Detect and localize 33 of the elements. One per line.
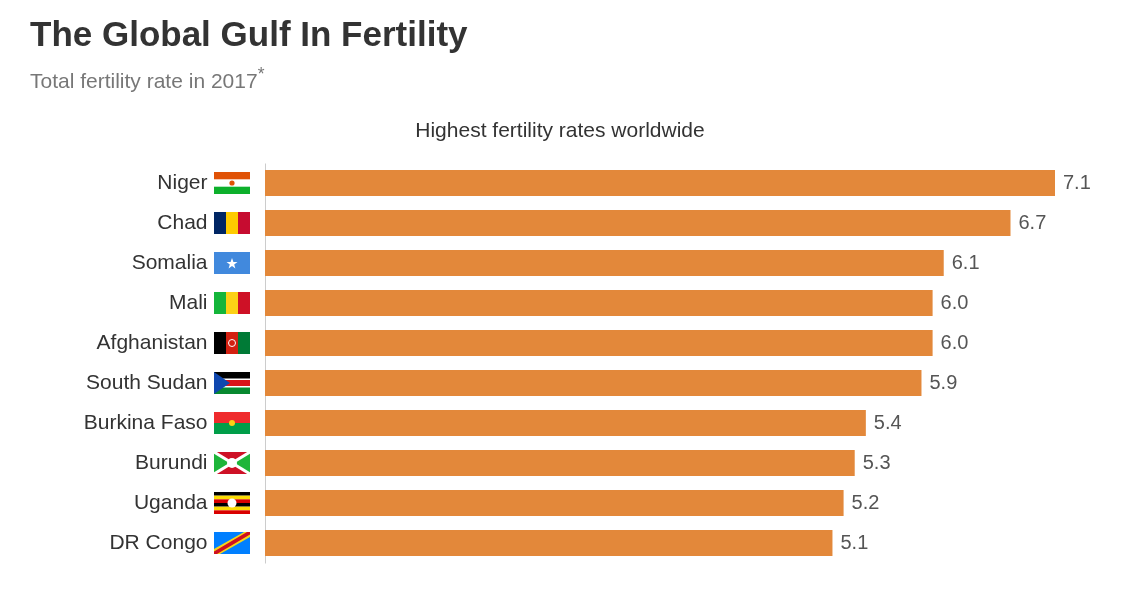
bar (265, 330, 933, 356)
chart-title: The Global Gulf In Fertility (30, 14, 468, 54)
y-tick-label: South Sudan (86, 370, 208, 393)
data-label: 7.1 (1063, 171, 1091, 193)
data-label: 6.0 (940, 331, 969, 353)
y-tick-label: Burundi (135, 450, 208, 473)
data-label: 5.1 (840, 531, 869, 553)
bar (265, 250, 944, 276)
y-tick-label: Afghanistan (96, 330, 208, 353)
data-label: 5.9 (929, 371, 958, 393)
y-tick-label: Mali (168, 290, 208, 313)
bar (265, 490, 844, 516)
data-label: 5.2 (851, 491, 880, 513)
data-label: 6.0 (940, 291, 969, 313)
chart-subtitle: Total fertility rate in 2017$^{*}$ (30, 64, 265, 93)
data-label: 6.7 (1018, 211, 1047, 233)
data-label: 5.4 (873, 411, 902, 433)
data-label: 5.3 (862, 451, 891, 473)
bar (265, 290, 933, 316)
text: Highest fertility rates worldwide (414, 118, 706, 142)
y-tick-label: Niger (157, 170, 208, 193)
bar (265, 370, 922, 396)
data-label: 6.1 (951, 251, 980, 273)
y-tick-label: Burkina Faso (83, 410, 208, 433)
y-tick-label: Uganda (133, 490, 208, 513)
bar (265, 170, 1055, 196)
bar (265, 210, 1011, 236)
bar (265, 530, 833, 556)
bar (265, 450, 855, 476)
y-tick-label: Somalia (131, 250, 208, 273)
bar (265, 410, 866, 436)
y-tick-label: Chad (157, 210, 208, 233)
y-tick-label: DR Congo (109, 530, 208, 553)
